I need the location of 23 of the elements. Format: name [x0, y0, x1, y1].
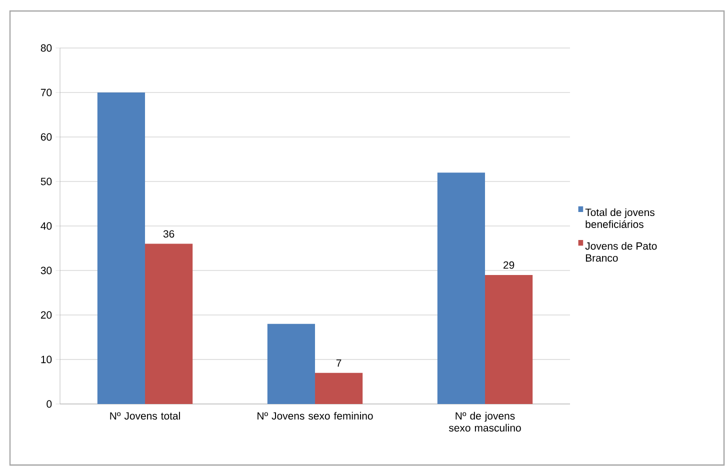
x-tick-label: Nº Jovens sexo feminino [258, 412, 373, 420]
legend-label: Jovens de Pato Branco [585, 242, 657, 262]
data-label: 29 [504, 261, 514, 269]
y-tick-label: 70 [40, 88, 52, 96]
y-tick-label: 50 [40, 178, 52, 186]
y-tick-label: 40 [40, 222, 52, 230]
x-tick-label: Nº Jovens total [110, 412, 180, 420]
x-tick-label: Nº de jovens sexo masculino [448, 412, 521, 432]
bar [437, 172, 486, 404]
bar [267, 324, 316, 404]
bar [145, 244, 193, 404]
bar [485, 274, 533, 404]
legend-label: Total de jovens beneficiários [585, 208, 654, 228]
y-tick-label: 80 [40, 44, 52, 52]
y-tick-label: 0 [46, 400, 52, 408]
bar [315, 372, 363, 404]
bar [97, 92, 146, 404]
data-label: 36 [163, 230, 174, 238]
y-tick-label: 20 [40, 311, 52, 319]
y-tick-label: 30 [40, 266, 52, 274]
y-tick-label: 10 [41, 356, 52, 364]
data-label: 7 [336, 359, 342, 367]
y-tick-label: 60 [40, 133, 52, 141]
